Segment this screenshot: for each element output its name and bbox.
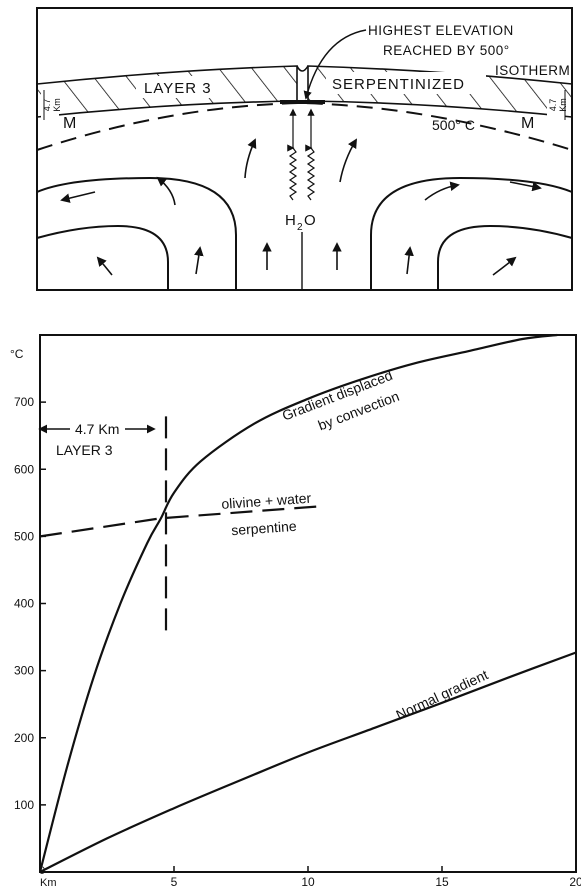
series-line-1	[39, 651, 577, 873]
layer3-thickness-label: LAYER 3	[56, 442, 113, 458]
x-tick-label: 5	[171, 875, 178, 889]
x-ticks: 5 10 15 20	[171, 866, 581, 889]
x-tick-label: 20	[569, 875, 581, 889]
displaced-gradient-label: Gradient displaced by convection	[280, 367, 402, 434]
svg-text:2: 2	[297, 222, 303, 233]
svg-text:Km: Km	[52, 98, 62, 112]
series-line-0	[38, 333, 558, 873]
thickness-label-right: 4.7 Km	[548, 98, 568, 112]
svg-text:Normal gradient: Normal gradient	[393, 666, 490, 723]
convection-cell-left-outer	[36, 176, 237, 290]
water-path-right	[306, 146, 318, 201]
convection-cell-right-inner	[437, 224, 573, 290]
convection-cell-right-outer	[370, 176, 573, 290]
thickness-label-left: 4.7 Km	[42, 98, 62, 112]
isotherm-label: 500° C	[432, 117, 475, 133]
y-tick-label: 200	[14, 731, 34, 745]
series-line-2	[39, 505, 322, 538]
layer3-label: LAYER 3	[144, 80, 212, 97]
normal-gradient-label: Normal gradient	[393, 666, 490, 723]
y-axis-unit: °C	[10, 347, 24, 361]
annotation-leader	[303, 29, 367, 100]
water-label: H 2 O	[285, 212, 316, 233]
y-tick-label: 300	[14, 664, 34, 678]
svg-text:H: H	[285, 212, 296, 229]
annotation-line-3: ISOTHERM	[495, 63, 570, 78]
moho-label-right: M	[521, 115, 534, 132]
y-tick-label: 600	[14, 462, 34, 476]
x-axis-unit: Km	[40, 877, 57, 889]
y-tick-label: 100	[14, 798, 34, 812]
cross-section-diagram: LAYER 3 SERPENTINIZED 4.7 Km 4.7 Km M M …	[36, 7, 573, 291]
y-tick-label: 400	[14, 597, 34, 611]
svg-text:4.7: 4.7	[42, 99, 52, 112]
x-tick-label: 10	[301, 875, 315, 889]
reaction-label: olivine + water serpentine	[221, 490, 312, 539]
water-path-left	[288, 146, 300, 201]
layer3-thickness-value: 4.7 Km	[75, 421, 119, 437]
svg-text:serpentine: serpentine	[231, 518, 298, 539]
y-ticks: 100 200 300 400 500 600 700	[14, 395, 46, 812]
svg-text:4.7: 4.7	[548, 99, 558, 112]
isotherm-500	[36, 101, 573, 151]
y-tick-label: 500	[14, 529, 34, 543]
x-tick-label: 15	[435, 875, 449, 889]
y-tick-label: 700	[14, 395, 34, 409]
serpentinized-label: SERPENTINIZED	[332, 76, 465, 93]
moho-label-left: M	[63, 115, 76, 132]
annotation-line-2: REACHED BY 500°	[383, 43, 510, 58]
svg-text:O: O	[304, 212, 316, 229]
layer3-thickness-annotation: 4.7 Km LAYER 3	[38, 421, 156, 458]
svg-text:olivine + water: olivine + water	[221, 490, 312, 512]
svg-text:Km: Km	[558, 98, 568, 112]
annotation-line-1: HIGHEST ELEVATION	[368, 23, 514, 38]
flow-arrows	[60, 138, 542, 276]
convection-cell-left-inner	[36, 224, 169, 290]
series-layer	[38, 333, 577, 873]
ridge-crest	[296, 65, 309, 72]
